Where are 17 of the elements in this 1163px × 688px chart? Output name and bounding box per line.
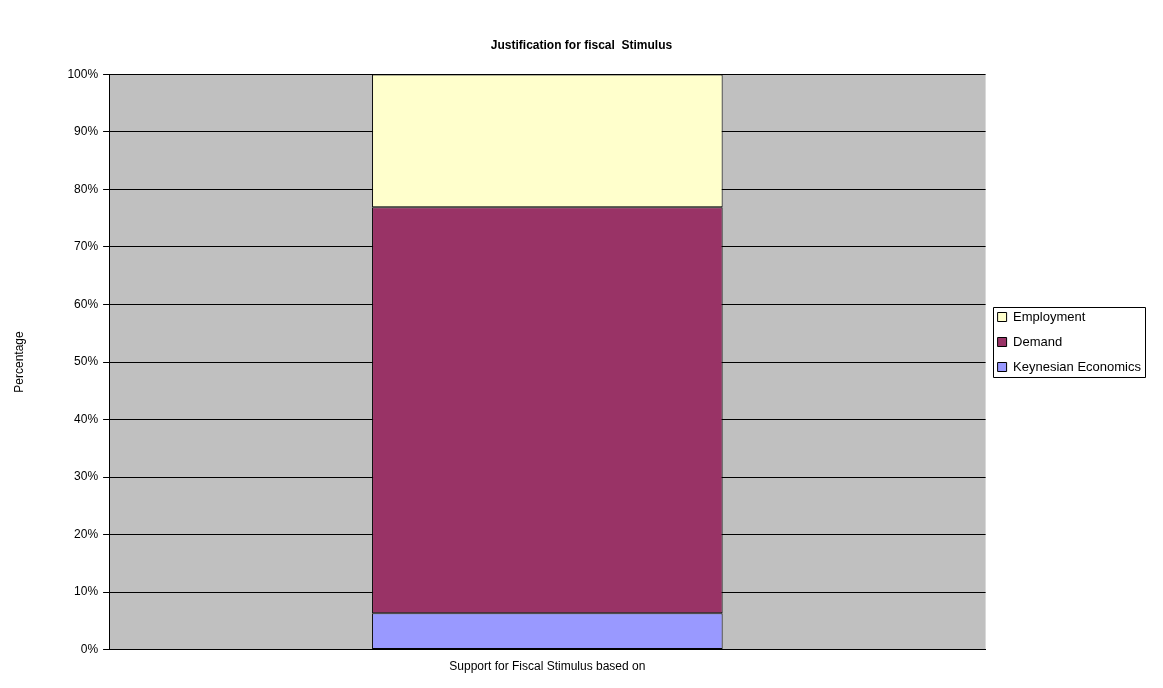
y-tick-label: 90%: [74, 124, 99, 139]
x-tick-label: Support for Fiscal Stimulus based on: [449, 659, 646, 674]
y-tick-label: 20%: [74, 526, 99, 541]
legend-label: Demand: [1013, 333, 1063, 349]
y-axis-title: Percentage: [11, 330, 26, 393]
y-tick-label: 60%: [74, 296, 99, 311]
y-tick-label: 70%: [74, 239, 99, 254]
y-tick-label: 10%: [74, 584, 99, 599]
legend-label: Keynesian Economics: [1013, 358, 1142, 374]
chart-title: Justification for fiscal Stimulus: [490, 37, 673, 52]
y-tick-label: 50%: [74, 354, 99, 369]
legend-label: Employment: [1013, 308, 1086, 324]
y-tick-label: 40%: [74, 411, 99, 426]
y-tick-label: 100%: [67, 66, 99, 81]
y-tick-label: 30%: [74, 469, 99, 484]
y-tick-label: 80%: [74, 181, 99, 196]
y-tick-label: 0%: [80, 641, 99, 656]
